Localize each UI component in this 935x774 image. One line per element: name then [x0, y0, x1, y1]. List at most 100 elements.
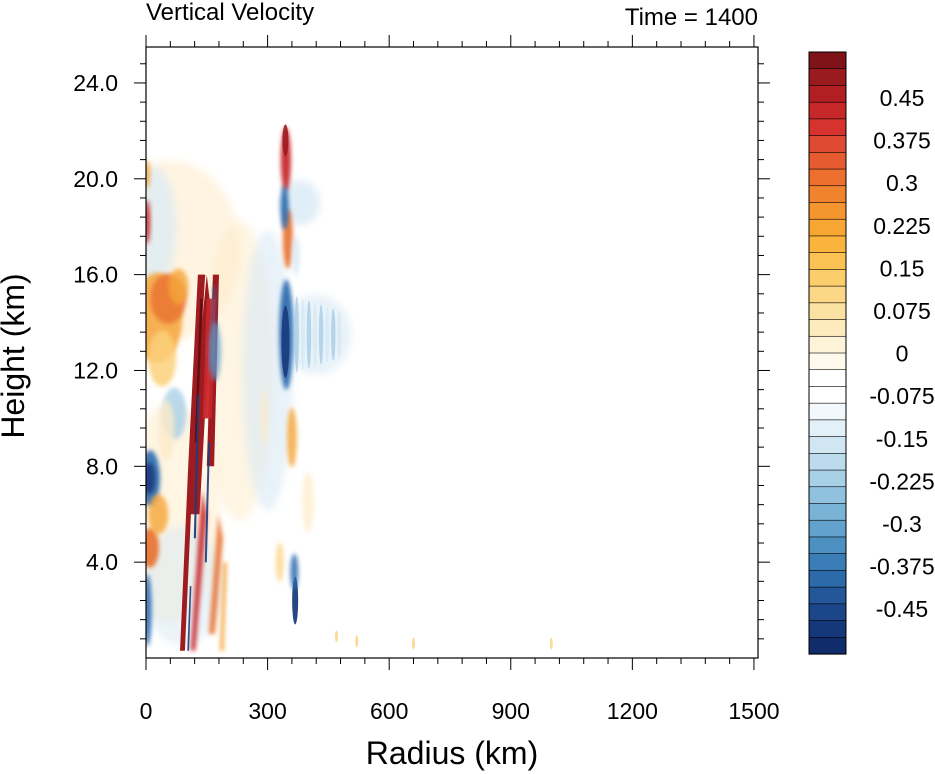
eyewall-downdraft: [193, 394, 200, 539]
colorbar: 0.45 0.375 0.3 0.225 0.15 0.075 0 -0.075 -0.15 -0…: [808, 51, 935, 655]
edge-updraft: [146, 527, 160, 568]
colorbar-label: 0: [896, 341, 909, 367]
colorbar-swatch: [808, 51, 847, 70]
colorbar-swatch: [808, 603, 847, 622]
y-tick-label: 12.0: [73, 357, 118, 383]
colorbar-label: -0.225: [869, 468, 934, 494]
edge-updraft: [146, 199, 151, 244]
gravity-wave-streak: [294, 296, 299, 373]
updraft-band: [168, 268, 189, 305]
colorbar-swatch: [808, 319, 847, 337]
x-tick-label: 1200: [607, 698, 658, 724]
outer-downdraft: [290, 553, 299, 590]
eyewall-updraft: [219, 562, 228, 651]
colorbar-swatch: [808, 202, 847, 220]
edge-updraft: [146, 159, 151, 188]
colorbar-swatch: [808, 486, 847, 505]
colorbar-swatch: [808, 235, 847, 254]
colorbar-label: 0.225: [873, 213, 931, 239]
colorbar-swatch: [808, 152, 847, 170]
eyewall-downdraft: [204, 442, 210, 563]
colorbar-swatch: [808, 252, 847, 270]
x-tick-label: 300: [248, 698, 286, 724]
colorbar-label: 0.15: [880, 255, 925, 281]
outer-downdraft-core: [281, 305, 290, 378]
surface-speck: [411, 637, 415, 650]
colorbar-swatch: [808, 302, 847, 321]
colorbar-swatch: [808, 218, 847, 237]
chart-subtitle: Time = 1400: [625, 4, 758, 31]
colorbar-swatch: [808, 369, 847, 388]
outer-updraft-core: [282, 124, 289, 157]
colorbar-swatch: [808, 570, 847, 588]
colorbar-swatch: [808, 436, 847, 454]
colorbar-label: -0.45: [876, 596, 928, 622]
edge-downdraft: [146, 574, 152, 647]
eyewall-updraft-core: [194, 298, 203, 443]
colorbar-swatch: [808, 536, 847, 555]
colorbar-label: -0.3: [882, 511, 922, 537]
colorbar-swatch: [808, 419, 847, 438]
colorbar-label: -0.15: [876, 426, 928, 452]
gravity-wave-streak: [318, 304, 324, 365]
updraft-band: [158, 400, 175, 461]
colorbar-label: 0.375: [873, 128, 931, 154]
plot-frame: [145, 46, 759, 659]
eyewall-updraft: [208, 514, 223, 634]
colorbar-swatch: [808, 402, 847, 421]
y-tick-label: 20.0: [73, 166, 118, 192]
colorbar-swatch: [808, 586, 847, 605]
colorbar-swatch: [808, 503, 847, 521]
colorbar-swatch: [808, 185, 847, 204]
colorbar-label: 0.3: [886, 170, 918, 196]
gravity-wave-streak: [324, 306, 330, 363]
colorbar-frame: [808, 51, 847, 655]
colorbar-swatch: [808, 519, 847, 538]
edge-downdraft-core: [146, 462, 156, 495]
x-axis-label: Radius (km): [366, 735, 538, 771]
colorbar-swatch: [808, 453, 847, 471]
colorbar-swatch: [808, 335, 847, 354]
surface-speck: [334, 630, 338, 643]
x-tick-label: 1500: [728, 698, 779, 724]
y-axis-label: Height (km): [0, 273, 31, 438]
colorbar-label: 0.45: [880, 85, 925, 111]
x-axis: 0 300 600 900 1200 1500: [140, 35, 780, 724]
colorbar-swatch: [808, 469, 847, 488]
y-tick-label: 4.0: [86, 549, 118, 575]
gravity-wave-streak: [306, 300, 312, 369]
colorbar-swatch: [808, 285, 847, 304]
eyewall-updraft: [189, 274, 211, 515]
gravity-wave-streak: [331, 308, 336, 361]
faint-downdraft-patch: [242, 230, 293, 511]
velocity-field: [146, 124, 553, 651]
faint-updraft: [261, 390, 268, 447]
y-tick-label: 16.0: [73, 262, 118, 288]
x-tick-label: 900: [492, 698, 530, 724]
colorbar-swatch: [808, 118, 847, 137]
eyewall-updraft: [190, 490, 207, 651]
colorbar-swatch: [808, 553, 847, 571]
updraft-band: [148, 330, 177, 387]
outer-updraft: [286, 407, 297, 468]
colorbar-label: -0.375: [869, 554, 934, 580]
eyewall-downdraft: [187, 586, 192, 651]
colorbar-swatch: [808, 386, 847, 404]
y-tick-label: 8.0: [86, 453, 118, 479]
colorbar-swatch: [808, 352, 847, 371]
colorbar-swatch: [808, 620, 847, 638]
outer-downdraft: [280, 185, 289, 230]
outer-downdraft: [291, 235, 300, 276]
colorbar-label: 0.075: [873, 298, 931, 324]
colorbar-label: -0.075: [869, 383, 934, 409]
colorbar-swatch: [808, 269, 847, 287]
faint-downdraft-patch: [146, 166, 177, 287]
y-tick-label: 24.0: [73, 70, 118, 96]
colorbar-swatch: [808, 68, 847, 87]
y-axis: 4.0 8.0 12.0 16.0 20.0 24.0: [73, 63, 770, 640]
gravity-wave-streak: [337, 310, 342, 359]
colorbar-swatch: [808, 101, 847, 120]
chart-title: Vertical Velocity: [146, 0, 314, 26]
surface-speck: [355, 635, 359, 648]
